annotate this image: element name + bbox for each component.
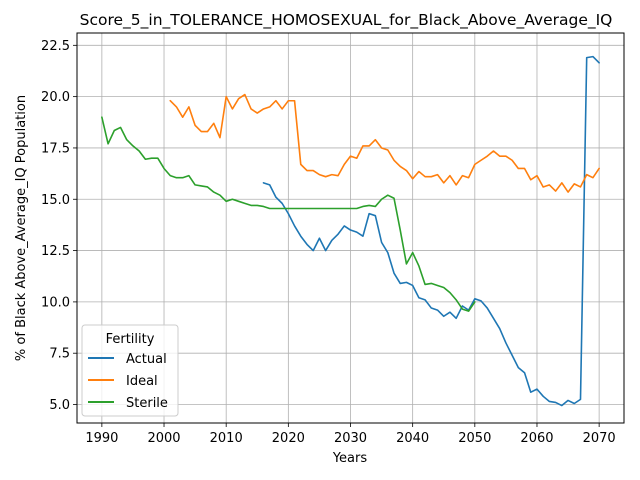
x-tick-label: 2010 [210, 431, 243, 446]
x-tick-label: 2070 [583, 431, 616, 446]
legend-title: Fertility [106, 332, 155, 347]
legend: Fertility Actual Ideal Sterile [81, 324, 179, 417]
y-tick-label: 17.5 [41, 141, 70, 156]
x-tick-label: 2020 [272, 431, 305, 446]
x-tick-label: 1990 [85, 431, 118, 446]
y-tick-label: 7.5 [49, 347, 70, 362]
series-line-ideal [169, 93, 600, 193]
chart-title: Score_5_in_TOLERANCE_HOMOSEXUAL_for_Blac… [80, 11, 613, 30]
y-tick-label: 22.5 [41, 39, 70, 54]
series-line-sterile [101, 116, 476, 312]
legend-label-sterile: Sterile [126, 396, 168, 411]
y-tick-label: 15.0 [41, 193, 70, 208]
x-tick-label: 2000 [147, 431, 180, 446]
x-tick-label: 2030 [334, 431, 367, 446]
x-axis-label: Years [332, 451, 368, 466]
x-tick-label: 2040 [396, 431, 429, 446]
series-lines [101, 55, 600, 407]
y-tick-label: 20.0 [41, 90, 70, 105]
y-axis: 5.0 7.5 10.0 12.5 15.0 17.5 20.0 22.5 [41, 39, 77, 413]
x-tick-label: 2060 [520, 431, 553, 446]
legend-box [81, 324, 179, 417]
series-line-actual [262, 55, 600, 407]
y-tick-label: 12.5 [41, 244, 70, 259]
x-axis: 1990 2000 2010 2020 2030 2040 2050 2060 2070 [85, 423, 616, 446]
y-tick-label: 5.0 [49, 398, 70, 413]
y-axis-label: % of Black Above_Average_IQ Population [14, 95, 29, 361]
y-tick-label: 10.0 [41, 295, 70, 310]
x-tick-label: 2050 [458, 431, 491, 446]
legend-label-actual: Actual [126, 352, 167, 367]
legend-label-ideal: Ideal [126, 374, 158, 389]
